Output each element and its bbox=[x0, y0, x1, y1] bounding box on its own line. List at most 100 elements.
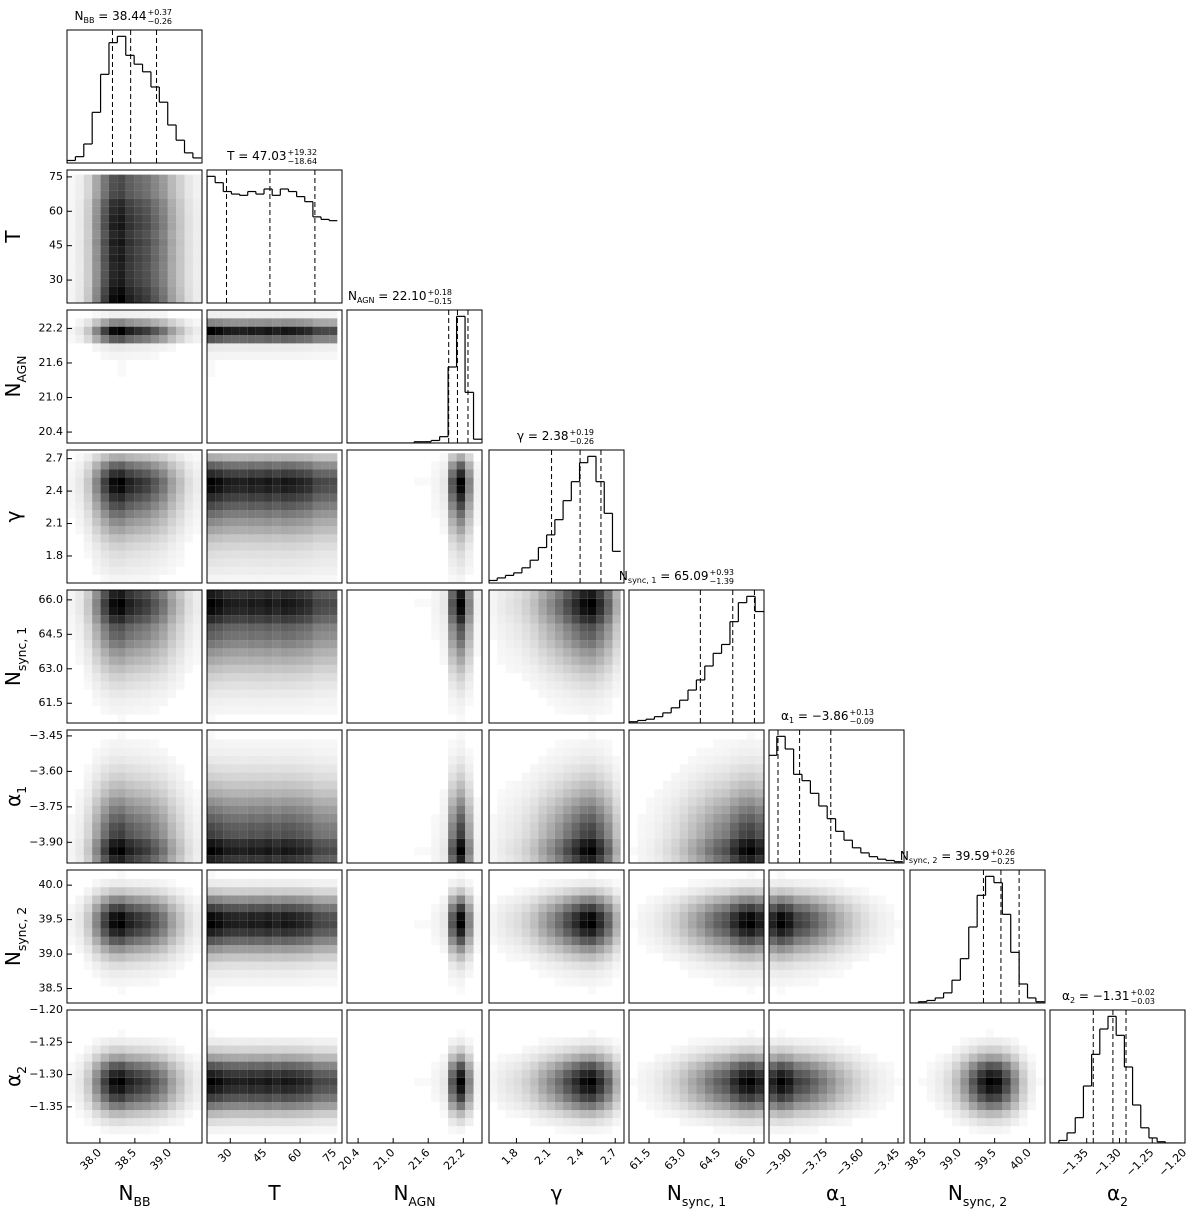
density-cell bbox=[554, 664, 564, 674]
density-cell bbox=[312, 673, 322, 682]
density-cell bbox=[207, 326, 216, 336]
density-cell bbox=[296, 764, 305, 773]
density-cell bbox=[296, 1045, 305, 1054]
density-cell bbox=[810, 1093, 819, 1103]
density-cell bbox=[264, 953, 273, 962]
panel bbox=[206, 589, 343, 724]
density-cell bbox=[465, 1061, 474, 1070]
density-cell bbox=[886, 912, 895, 921]
density-cell bbox=[671, 1085, 680, 1094]
density-cell bbox=[321, 326, 330, 336]
density-cell bbox=[125, 598, 135, 607]
panel-frame bbox=[628, 589, 765, 724]
density-cell bbox=[223, 895, 232, 904]
density-cell bbox=[785, 1077, 794, 1086]
density-cell bbox=[835, 1053, 844, 1062]
density-cell bbox=[321, 681, 330, 690]
density-cell bbox=[596, 903, 605, 913]
density-cell bbox=[563, 789, 572, 798]
density-cell bbox=[654, 920, 663, 929]
density-cell bbox=[696, 1045, 705, 1054]
density-cell bbox=[696, 822, 705, 831]
density-cell bbox=[465, 879, 473, 887]
density-cell bbox=[530, 1110, 539, 1119]
density-cell bbox=[248, 575, 256, 583]
density-cell bbox=[604, 920, 613, 929]
density-cell bbox=[810, 878, 819, 888]
density-cell bbox=[100, 335, 109, 344]
density-cell bbox=[563, 706, 571, 714]
density-cell bbox=[612, 764, 621, 773]
density-cell bbox=[554, 1102, 564, 1111]
density-cell bbox=[264, 1053, 273, 1062]
density-cell bbox=[231, 352, 239, 360]
density-cell bbox=[456, 739, 466, 748]
density-cell bbox=[239, 1045, 248, 1054]
density-cell bbox=[239, 566, 248, 575]
density-cell bbox=[827, 903, 836, 913]
density-cell bbox=[802, 1118, 811, 1127]
density-cell bbox=[192, 598, 202, 607]
density-cell bbox=[329, 335, 338, 344]
density-cell bbox=[489, 929, 497, 937]
panel bbox=[66, 169, 203, 304]
density-cell bbox=[329, 453, 338, 462]
density-cell bbox=[729, 912, 739, 921]
density-cell bbox=[563, 1126, 571, 1134]
density-cell bbox=[312, 789, 322, 798]
density-cell bbox=[312, 318, 322, 327]
density-cell bbox=[176, 238, 185, 247]
density-cell bbox=[505, 606, 514, 616]
density-cell bbox=[223, 936, 232, 946]
density-cell bbox=[538, 690, 546, 698]
density-cell bbox=[150, 598, 160, 607]
density-cell bbox=[521, 648, 531, 657]
density-cell bbox=[101, 352, 109, 360]
density-cell bbox=[304, 453, 313, 462]
density-cell bbox=[255, 969, 265, 979]
density-cell bbox=[83, 542, 93, 551]
density-cell bbox=[215, 485, 224, 494]
density-cell bbox=[215, 878, 224, 888]
density-cell bbox=[448, 510, 457, 519]
density-cell bbox=[288, 310, 297, 319]
density-cell bbox=[818, 1045, 828, 1054]
density-cell bbox=[272, 1069, 281, 1078]
density-cell bbox=[687, 1077, 697, 1086]
density-cell bbox=[239, 469, 248, 478]
density-cell bbox=[546, 1110, 555, 1119]
density-cell bbox=[456, 813, 466, 823]
density-cell bbox=[304, 623, 313, 632]
density-cell bbox=[587, 673, 597, 682]
density-cell bbox=[223, 822, 232, 831]
density-cell bbox=[255, 310, 265, 319]
density-cell bbox=[207, 805, 216, 814]
density-cell bbox=[852, 1053, 861, 1062]
density-cell bbox=[465, 598, 474, 607]
density-cell bbox=[125, 920, 135, 929]
density-cell bbox=[304, 558, 313, 567]
density-cell bbox=[75, 453, 83, 461]
density-cell bbox=[776, 1069, 786, 1078]
density-cell bbox=[738, 789, 747, 798]
density-cell bbox=[108, 887, 118, 896]
density-cell bbox=[264, 501, 273, 511]
density-cell bbox=[184, 453, 193, 462]
density-cell bbox=[321, 477, 330, 486]
density-cell bbox=[207, 1045, 216, 1054]
density-cell bbox=[92, 278, 101, 287]
density-cell bbox=[746, 1085, 756, 1094]
density-cell bbox=[142, 945, 151, 954]
density-cell bbox=[746, 1045, 756, 1054]
density-cell bbox=[167, 518, 177, 527]
density-cell bbox=[546, 813, 555, 823]
density-cell bbox=[142, 246, 151, 255]
density-cell bbox=[960, 1069, 969, 1078]
density-cell bbox=[968, 1069, 978, 1078]
density-cell bbox=[231, 598, 240, 607]
density-cell bbox=[456, 920, 466, 929]
density-cell bbox=[776, 1045, 786, 1054]
density-cell bbox=[604, 805, 613, 814]
density-cell bbox=[142, 928, 151, 937]
density-cell bbox=[280, 1110, 289, 1119]
